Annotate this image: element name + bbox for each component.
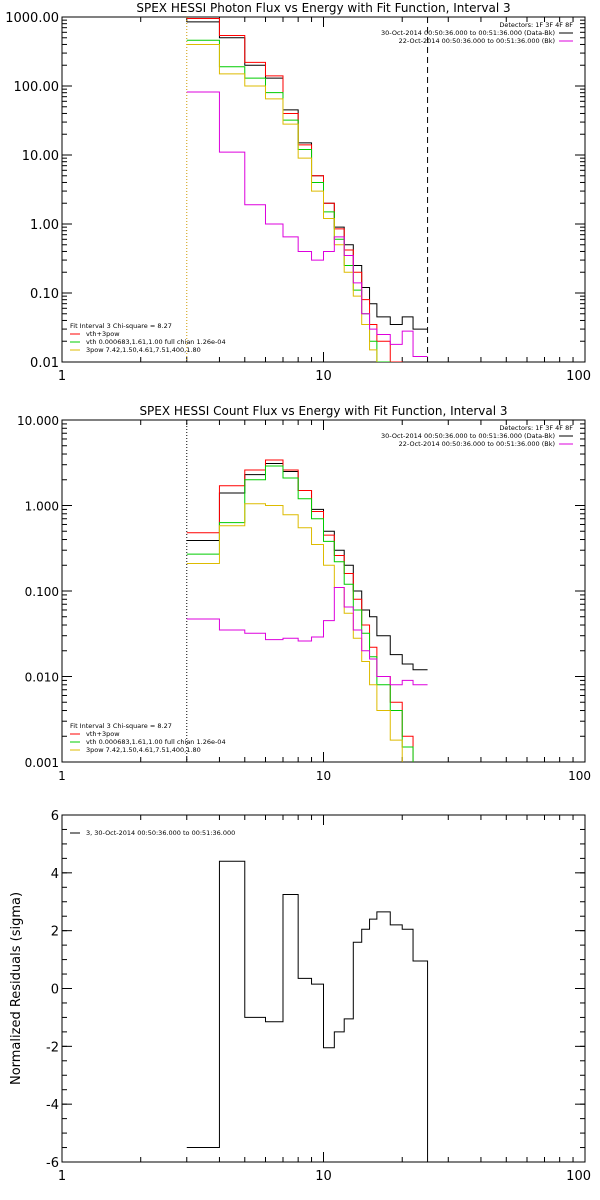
residuals-panel: Normalized Residuals (sigma) 1 10 100 -6 -4 -… <box>9 809 591 1184</box>
photon-flux-legend-right-entry: 22-Oct-2014 00:50:36.000 to 00:51:36.000… <box>399 37 555 45</box>
residuals-legend-left-entry: 3, 30-Oct-2014 00:50:36.000 to 00:51:36.… <box>86 829 235 837</box>
count-flux-x-tick-label: 10 <box>316 769 331 783</box>
photon-flux-panel: SPEX HESSI Photon Flux vs Energy with Fi… <box>5 1 591 384</box>
count-flux-title: SPEX HESSI Count Flux vs Energy with Fit… <box>139 404 507 418</box>
count-flux-x-tick-label: 100 <box>568 769 591 783</box>
photon-flux-legend-right-entry: 30-Oct-2014 00:50:36.000 to 00:51:36.000… <box>381 29 555 37</box>
count-flux-series-0 <box>186 462 428 671</box>
photon-flux-x-tick-label: 100 <box>566 369 591 384</box>
count-flux-legend-right-entry: Detectors: 1F 3F 4F 8F <box>499 424 573 432</box>
photon-flux-series-0 <box>186 21 428 330</box>
count-flux-legend-left-entry: 3pow 7.42,1.50,4.61,7.51,400,1.80 <box>86 746 201 754</box>
count-flux-y-tick-label: 10.000 <box>17 414 59 428</box>
photon-flux-y-tick-label: 1000.00 <box>5 11 59 26</box>
photon-flux-y-tick-label: 10.00 <box>22 149 59 164</box>
residuals-x-tick-label: 100 <box>566 1169 591 1184</box>
photon-flux-y-tick-label: 0.01 <box>30 356 59 371</box>
photon-flux-series-4 <box>186 91 428 358</box>
residuals-series-0 <box>186 860 429 1162</box>
count-flux-legend-right-entry: 22-Oct-2014 00:50:36.000 to 00:51:36.000… <box>399 440 555 448</box>
residuals-y-tick-label: 6 <box>51 809 59 824</box>
count-flux-legend-left-entry: Fit Interval 3 Chi-square = 8.27 <box>70 722 172 730</box>
photon-flux-legend-left-entry: vth+3pow <box>86 330 120 338</box>
photon-flux-legend-right-entry: Detectors: 1F 3F 4F 8F <box>499 21 573 29</box>
count-flux-y-tick-label: 0.100 <box>25 585 59 599</box>
residuals-x-tick-label: 10 <box>315 1169 332 1184</box>
count-flux-y-tick-label: 1.000 <box>25 500 59 514</box>
photon-flux-series-3 <box>186 43 378 362</box>
photon-flux-legend-left-entry: Fit Interval 3 Chi-square = 8.27 <box>70 322 172 330</box>
photon-flux-y-tick-label: 1.00 <box>30 218 59 233</box>
count-flux-y-tick-label: 0.010 <box>25 671 59 685</box>
count-flux-series-3 <box>186 503 403 762</box>
count-flux-plot-frame <box>61 419 586 763</box>
residuals-y-tick-label: -4 <box>46 1098 59 1113</box>
count-flux-y-tick-label: 0.001 <box>25 756 59 770</box>
count-flux-x-tick-label: 1 <box>58 769 66 783</box>
photon-flux-series-2 <box>186 39 391 362</box>
count-flux-legend-right-entry: 30-Oct-2014 00:50:36.000 to 00:51:36.000… <box>381 432 555 440</box>
photon-flux-series-1 <box>186 18 403 362</box>
residuals-x-tick-label: 1 <box>58 1169 66 1184</box>
count-flux-panel: SPEX HESSI Count Flux vs Energy with Fit… <box>17 404 591 783</box>
photon-flux-x-tick-label: 10 <box>315 369 332 384</box>
count-flux-series-4 <box>186 586 428 686</box>
residuals-y-axis-label: Normalized Residuals (sigma) <box>9 892 24 1085</box>
count-flux-legend-left-entry: vth 0.000683,1.61,1.00 full chian 1.26e-… <box>86 738 226 746</box>
residuals-y-tick-label: 2 <box>51 925 59 940</box>
residuals-y-tick-label: -6 <box>46 1156 59 1171</box>
residuals-y-tick-label: 4 <box>51 867 59 882</box>
photon-flux-x-tick-label: 1 <box>58 369 66 384</box>
photon-flux-legend-left-entry: 3pow 7.42,1.50,4.61,7.51,400,1.80 <box>86 346 201 354</box>
photon-flux-y-tick-label: 100.00 <box>14 80 60 95</box>
count-flux-legend-left-entry: vth+3pow <box>86 730 120 738</box>
photon-flux-legend-left-entry: vth 0.000683,1.61,1.00 full chian 1.26e-… <box>86 338 226 346</box>
residuals-y-tick-label: -2 <box>46 1040 59 1055</box>
count-flux-series-2 <box>186 465 414 762</box>
count-flux-series-1 <box>186 459 414 762</box>
photon-flux-title: SPEX HESSI Photon Flux vs Energy with Fi… <box>136 1 510 15</box>
residuals-y-tick-label: 0 <box>51 983 59 998</box>
photon-flux-y-tick-label: 0.10 <box>30 287 59 302</box>
